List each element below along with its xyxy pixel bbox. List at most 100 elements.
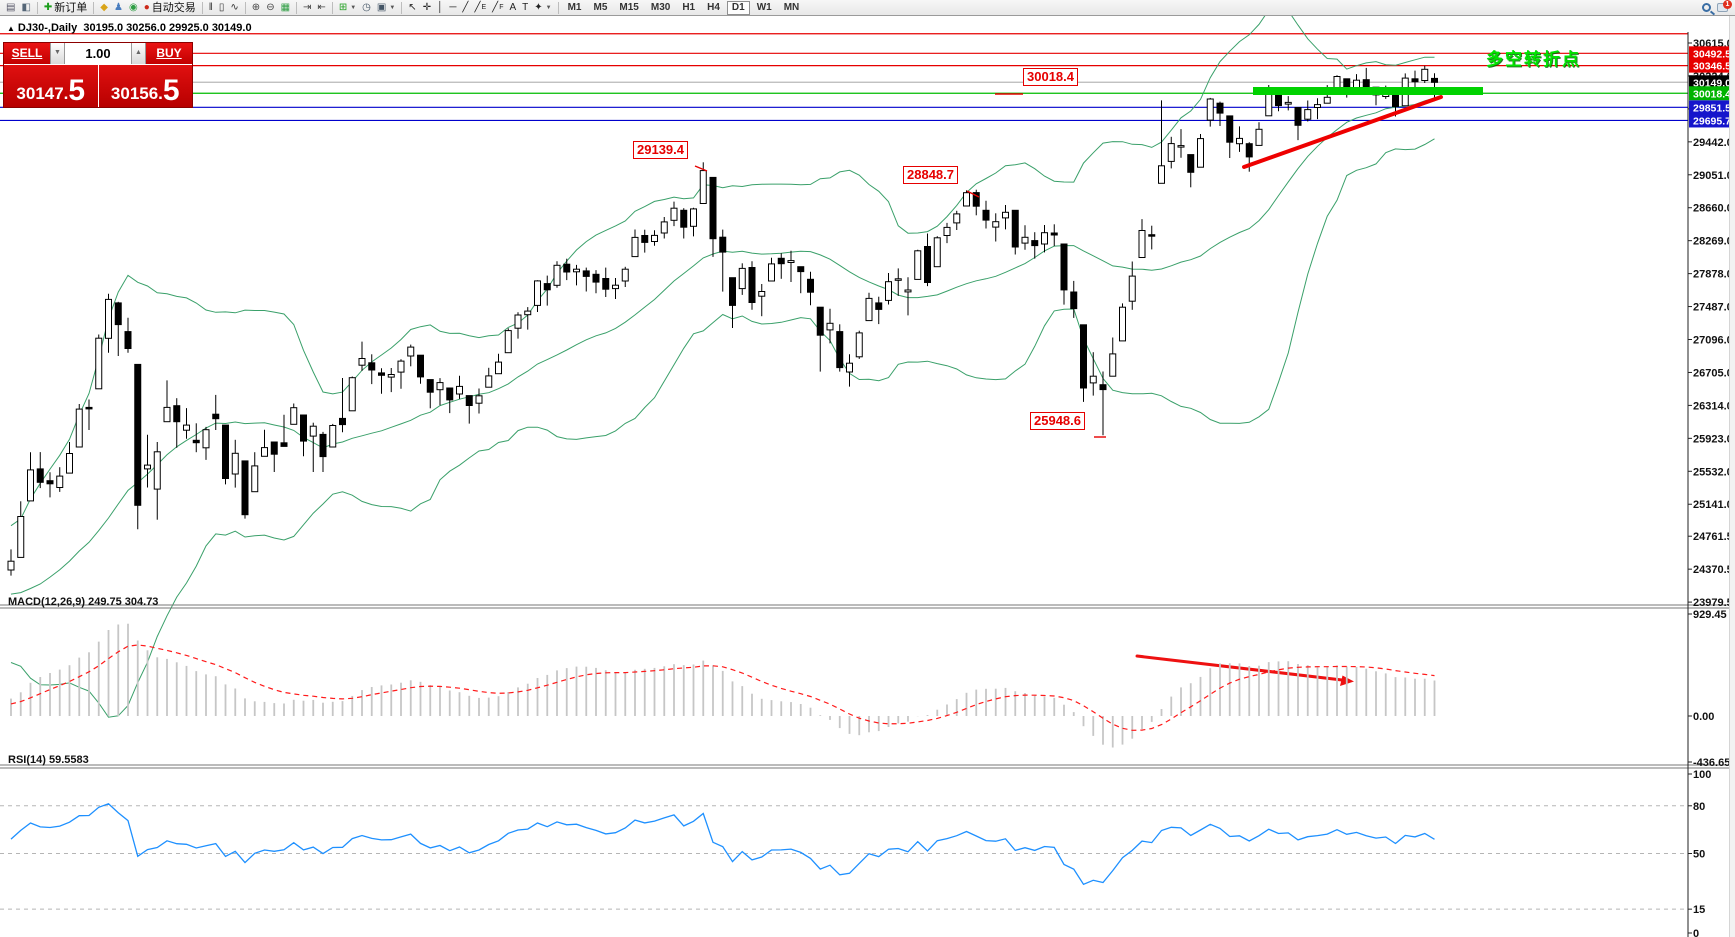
volume-input[interactable]: 1.00: [65, 43, 131, 64]
line-chart-icon[interactable]: ∿: [227, 1, 241, 15]
price-callout-box[interactable]: 28848.7: [903, 166, 958, 184]
bear-candle: [543, 283, 551, 291]
timeframe-m30-button[interactable]: M30: [650, 2, 671, 13]
market-watch-icon: ▤: [6, 1, 16, 13]
candlestick-chart-icon[interactable]: ▯: [216, 1, 228, 15]
timeframe-m1-button[interactable]: M1: [567, 2, 582, 13]
price-badge-label: 30346.5: [1693, 61, 1731, 73]
bear-candle: [85, 406, 93, 410]
bull-candle: [75, 408, 83, 448]
expert-advisors-icon[interactable]: ♟: [111, 1, 126, 15]
volume-decrement-button[interactable]: ▼: [50, 43, 65, 64]
timeframe-h1-button[interactable]: H1: [682, 2, 696, 13]
auto-scroll-icon[interactable]: ⇥: [300, 1, 314, 15]
sell-button[interactable]: SELL: [4, 43, 50, 64]
volume-increment-button[interactable]: ▲: [131, 43, 146, 64]
bull-candle: [495, 361, 502, 375]
fibonacci-icon[interactable]: ╱ F: [489, 1, 506, 15]
bull-candle: [612, 284, 619, 290]
buy-price-display[interactable]: 30156. 5: [98, 65, 192, 107]
zoom-in-icon[interactable]: ⊕: [249, 1, 263, 15]
turning-point-label[interactable]: 多空转折点: [1486, 50, 1581, 69]
text-label-icon[interactable]: T: [519, 1, 531, 15]
bear-candle: [465, 395, 473, 407]
symbol-timeframe-label: DJ30-,Daily: [17, 22, 78, 34]
bull-candle: [231, 452, 239, 475]
price-tick-label: 27487.0: [1693, 302, 1733, 314]
notifications-icon[interactable]: 1: [1717, 0, 1732, 12]
equidistant-channel-letter: E: [481, 3, 487, 11]
price-tick-label: 28660.0: [1693, 203, 1733, 215]
new-order-button[interactable]: ✚ 新订单: [41, 1, 90, 15]
market-watch-icon[interactable]: ▤: [3, 1, 18, 15]
bull-candle: [1284, 101, 1292, 105]
timeframe-d1-button[interactable]: D1: [726, 0, 750, 15]
price-tick-label: 24370.5: [1693, 564, 1733, 576]
equidistant-channel-icon[interactable]: ╱ E: [471, 1, 489, 15]
price-callout-box[interactable]: 30018.4: [1023, 68, 1078, 86]
chart-shift-icon[interactable]: ⇤: [314, 1, 328, 15]
new-chart-icon[interactable]: ⊞ ▼: [336, 1, 359, 15]
period-clock-icon[interactable]: ◷: [359, 1, 374, 15]
resistance-highlight-bar[interactable]: [1253, 87, 1483, 95]
data-window-icon[interactable]: ◧: [18, 1, 33, 15]
chart-canvas[interactable]: 30615.030224.029833.029442.029051.028660…: [0, 16, 1735, 937]
timeframe-m15-button[interactable]: M15: [619, 2, 639, 13]
bull-candle: [1021, 236, 1029, 244]
vertical-line-icon[interactable]: │: [434, 1, 446, 15]
rsi-axis-label: 0: [1693, 928, 1699, 937]
toolbar-separator: [557, 1, 559, 14]
price-tick-label: 25141.0: [1693, 499, 1733, 511]
timeframe-m5-button[interactable]: M5: [593, 2, 608, 13]
vertical-line-icon: │: [437, 1, 444, 13]
bull-candle: [1138, 230, 1146, 258]
sell-price-main: 30147.: [16, 84, 69, 103]
price-callout-box[interactable]: 25948.6: [1030, 412, 1085, 430]
toolbar-separator: [401, 1, 403, 14]
equidistant-channel-icon: ╱: [474, 1, 481, 13]
text-icon[interactable]: A: [506, 1, 519, 15]
price-badge: [1689, 58, 1735, 73]
buy-button[interactable]: BUY: [146, 43, 192, 64]
search-icon[interactable]: [1702, 3, 1711, 12]
arrows-dropdown-arrow-icon[interactable]: ▼: [545, 4, 552, 11]
price-callout-box[interactable]: 29139.4: [633, 141, 688, 159]
toolbar: ▤ ◧ ✚ 新订单 ◆ ♟ ◉ ● 自动交易 ‖ ▯ ∿ ⊕ ⊖ ▦ ⇥ ⇤ ⊞ ▼ ◷ ▣ ▼ ↖ ✛ │ ─ ╱ ╱ E ╱ F A T ✦ ▼…: [0, 0, 1735, 16]
trendline-icon[interactable]: ╱: [459, 1, 471, 15]
new-chart-dropdown-arrow-icon[interactable]: ▼: [350, 4, 357, 11]
sell-price-display[interactable]: 30147. 5: [4, 65, 98, 107]
tile-windows-icon[interactable]: ▦: [278, 1, 293, 15]
bear-candle: [300, 414, 307, 442]
bull-candle: [758, 291, 766, 297]
bull-candle: [251, 465, 259, 493]
cursor-icon[interactable]: ↖: [405, 1, 419, 15]
timeframe-h4-button[interactable]: H4: [707, 2, 720, 13]
bear-candle: [1031, 240, 1039, 247]
support-trendline[interactable]: [1242, 95, 1443, 169]
profiles-icon[interactable]: ▣ ▼: [374, 1, 398, 15]
bear-candle: [1275, 93, 1282, 107]
bear-candle: [592, 273, 600, 283]
price-badge: [1689, 113, 1735, 128]
auto-trading-button[interactable]: ● 自动交易: [141, 1, 199, 15]
price-badge-label: 30018.4: [1693, 88, 1731, 100]
bear-candle: [836, 331, 844, 369]
auto-trading-label: 自动交易: [151, 1, 196, 14]
crosshair-icon[interactable]: ✛: [420, 1, 434, 15]
price-tick-label: 25532.0: [1693, 466, 1733, 478]
horizontal-line-icon[interactable]: ─: [446, 1, 459, 15]
chart-area[interactable]: 30615.030224.029833.029442.029051.028660…: [0, 16, 1735, 937]
bull-candle: [1109, 353, 1117, 377]
zoom-out-icon[interactable]: ⊖: [263, 1, 277, 15]
bar-chart-icon[interactable]: ‖: [206, 1, 216, 15]
timeframe-mn-button[interactable]: MN: [783, 2, 800, 13]
timeframe-w1-button[interactable]: W1: [756, 2, 772, 13]
styles-icon[interactable]: ◆: [97, 1, 111, 15]
profiles-dropdown-arrow-icon[interactable]: ▼: [389, 4, 396, 11]
price-tick-label: 27096.0: [1693, 335, 1733, 347]
bear-candle: [748, 267, 756, 303]
signals-icon[interactable]: ◉: [126, 1, 141, 15]
arrows-icon[interactable]: ✦ ▼: [531, 1, 554, 15]
tile-windows-icon: ▦: [280, 1, 291, 13]
collapse-triangle-icon[interactable]: ▲: [7, 24, 15, 33]
